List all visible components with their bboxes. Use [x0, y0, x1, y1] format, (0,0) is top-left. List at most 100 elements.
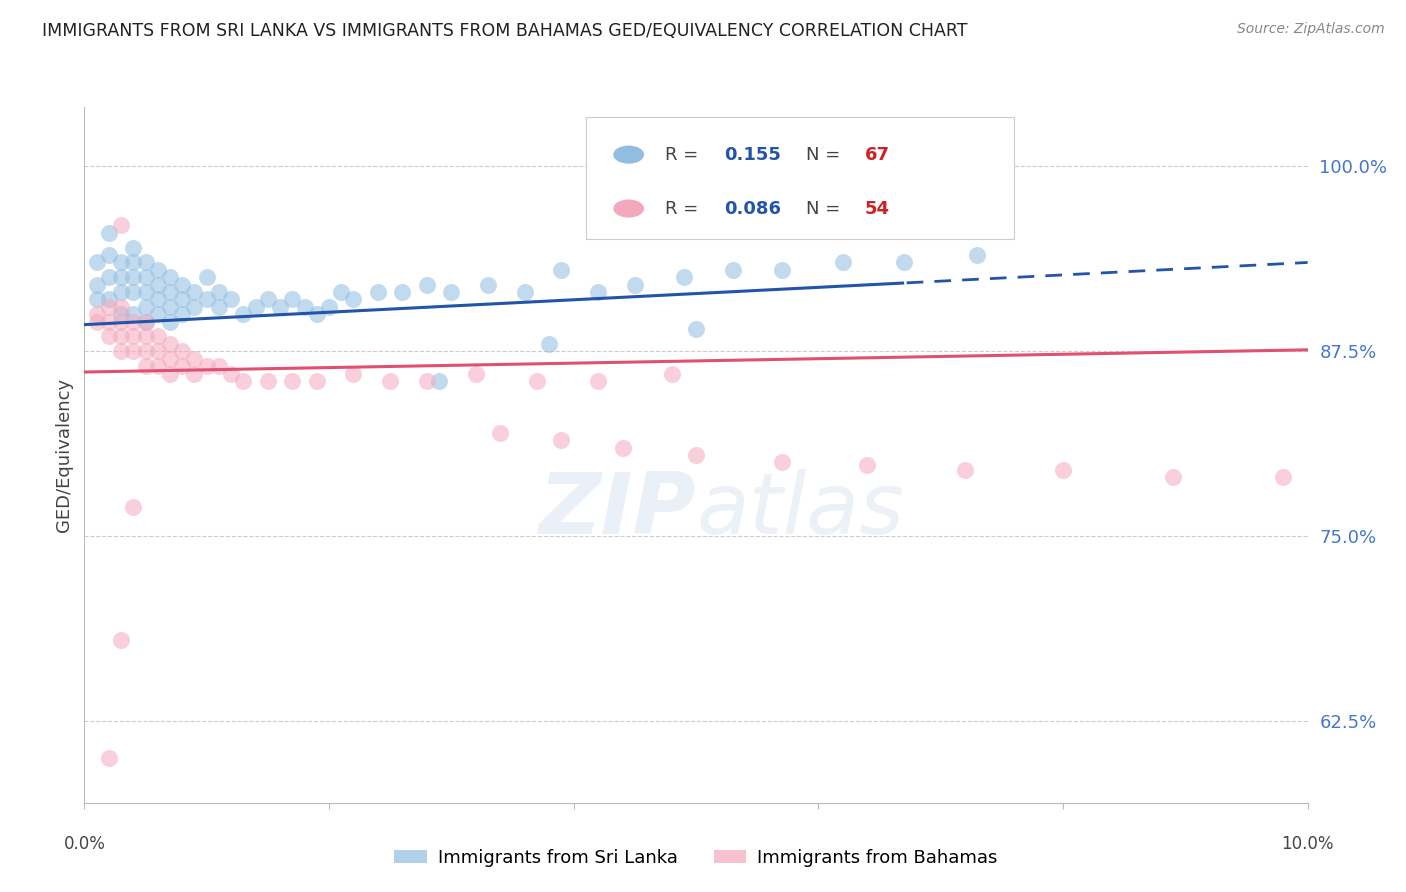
Point — [97, 329, 120, 343]
Text: R =: R = — [665, 145, 704, 163]
Point — [183, 367, 205, 381]
Circle shape — [614, 146, 644, 163]
Point — [97, 293, 120, 307]
Point — [245, 300, 267, 314]
Legend: Immigrants from Sri Lanka, Immigrants from Bahamas: Immigrants from Sri Lanka, Immigrants fr… — [387, 841, 1005, 874]
Point — [122, 285, 145, 299]
Point — [172, 359, 194, 373]
Point — [440, 285, 463, 299]
Point — [110, 329, 132, 343]
Point — [97, 270, 120, 285]
Point — [97, 315, 120, 329]
Point — [122, 344, 145, 359]
Point — [427, 374, 450, 388]
Point — [122, 241, 145, 255]
Point — [538, 337, 561, 351]
Text: 10.0%: 10.0% — [1281, 836, 1334, 854]
Point — [110, 344, 132, 359]
Point — [232, 374, 254, 388]
Point — [135, 285, 157, 299]
Point — [97, 248, 120, 262]
Point — [172, 277, 194, 292]
Point — [612, 441, 634, 455]
Point — [685, 448, 707, 462]
Point — [416, 277, 439, 292]
Point — [110, 632, 132, 647]
Point — [721, 263, 744, 277]
Point — [159, 315, 181, 329]
Point — [159, 270, 181, 285]
Point — [159, 300, 181, 314]
Point — [110, 300, 132, 314]
Point — [661, 367, 683, 381]
Point — [672, 270, 695, 285]
Point — [135, 255, 157, 269]
Point — [208, 285, 231, 299]
Point — [172, 307, 194, 321]
Text: IMMIGRANTS FROM SRI LANKA VS IMMIGRANTS FROM BAHAMAS GED/EQUIVALENCY CORRELATION: IMMIGRANTS FROM SRI LANKA VS IMMIGRANTS … — [42, 22, 967, 40]
Point — [122, 255, 145, 269]
Point — [318, 300, 340, 314]
Point — [146, 344, 169, 359]
Point — [172, 293, 194, 307]
Point — [86, 307, 108, 321]
Point — [477, 277, 499, 292]
Point — [1161, 470, 1184, 484]
Point — [489, 425, 512, 440]
Point — [110, 270, 132, 285]
Point — [586, 285, 609, 299]
Point — [135, 344, 157, 359]
Point — [416, 374, 439, 388]
Point — [550, 433, 572, 447]
Text: 67: 67 — [865, 145, 890, 163]
Text: N =: N = — [806, 145, 846, 163]
Point — [110, 307, 132, 321]
Point — [305, 374, 328, 388]
Point — [294, 300, 316, 314]
Point — [624, 277, 647, 292]
Point — [122, 329, 145, 343]
Text: 54: 54 — [865, 200, 890, 218]
Point — [953, 463, 976, 477]
Point — [770, 263, 793, 277]
Point — [1052, 463, 1074, 477]
Point — [135, 315, 157, 329]
Point — [367, 285, 389, 299]
Point — [513, 285, 536, 299]
Text: 0.0%: 0.0% — [63, 836, 105, 854]
Point — [122, 315, 145, 329]
Point — [159, 351, 181, 366]
Point — [464, 367, 486, 381]
Point — [183, 351, 205, 366]
Point — [146, 329, 169, 343]
Point — [342, 367, 364, 381]
Point — [183, 285, 205, 299]
Point — [550, 263, 572, 277]
Point — [305, 307, 328, 321]
Point — [135, 329, 157, 343]
Point — [195, 293, 218, 307]
Text: 0.086: 0.086 — [724, 200, 782, 218]
Point — [122, 270, 145, 285]
Point — [86, 315, 108, 329]
Point — [208, 300, 231, 314]
Point — [86, 277, 108, 292]
Point — [526, 374, 548, 388]
Point — [257, 374, 280, 388]
Point — [330, 285, 353, 299]
Point — [856, 458, 879, 473]
Point — [159, 367, 181, 381]
Point — [110, 315, 132, 329]
Point — [146, 263, 169, 277]
Text: atlas: atlas — [696, 469, 904, 552]
Point — [269, 300, 291, 314]
Point — [86, 293, 108, 307]
Point — [281, 374, 304, 388]
Point — [86, 255, 108, 269]
Point — [685, 322, 707, 336]
Point — [172, 344, 194, 359]
Point — [342, 293, 364, 307]
Point — [183, 300, 205, 314]
Point — [208, 359, 231, 373]
Point — [195, 270, 218, 285]
